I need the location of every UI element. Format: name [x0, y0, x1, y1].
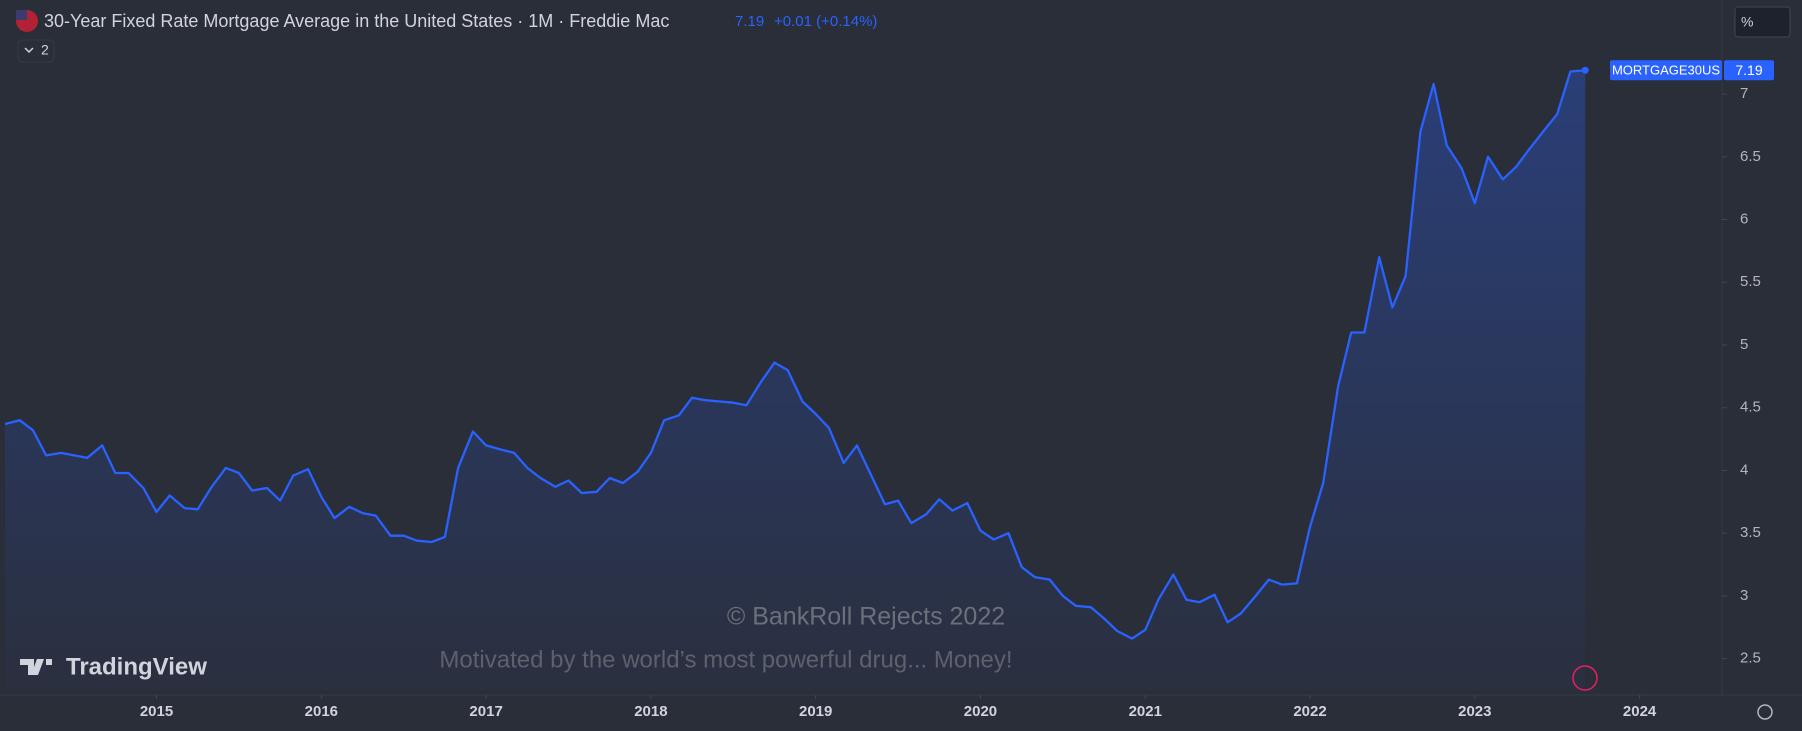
price-label-bg — [1724, 60, 1774, 81]
x-tick-label: 2024 — [1623, 703, 1657, 720]
chevron — [24, 47, 34, 54]
x-tick-label: 2019 — [799, 703, 832, 720]
symbol-title: 30-Year Fixed Rate Mortgage Average in t… — [44, 11, 669, 31]
settings-icon[interactable] — [1757, 704, 1773, 720]
watermark-copyright: © BankRoll Rejects 2022 — [727, 603, 1005, 631]
y-tick-label: 2.5 — [1740, 650, 1761, 667]
y-tick-label: 5 — [1740, 336, 1748, 353]
header-value: 7.19 — [735, 13, 764, 30]
line-series — [4, 69, 1586, 640]
y-tick-label: 3 — [1740, 587, 1748, 604]
unit-label: % — [1741, 14, 1753, 30]
indicator-count: 2 — [41, 42, 49, 58]
indicators-toggle[interactable] — [17, 39, 55, 63]
price-label: 7.19 — [1735, 62, 1762, 78]
series-label-bg — [1610, 60, 1722, 81]
watermark-tagline: Motivated by the world’s most powerful d… — [439, 646, 1012, 673]
x-tick-label: 2018 — [634, 703, 667, 720]
y-tick-label: 3.5 — [1740, 524, 1761, 541]
x-tick-label: 2015 — [140, 703, 173, 720]
x-tick-label: 2017 — [469, 703, 502, 720]
y-tick-label: 7 — [1740, 85, 1748, 102]
unit-button[interactable] — [1734, 6, 1791, 38]
y-tick-label: 4 — [1740, 461, 1748, 478]
flag-canton — [16, 10, 27, 20]
y-tick-label: 6 — [1740, 211, 1748, 228]
last-point — [1581, 66, 1589, 74]
brand: TradingView — [66, 653, 207, 680]
x-tick-label: 2021 — [1129, 703, 1162, 720]
x-tick-label: 2022 — [1293, 703, 1326, 720]
x-tick-label: 2023 — [1458, 703, 1491, 720]
tradingview-logo: TradingView — [20, 653, 207, 680]
header-change: +0.01 (+0.14%) — [774, 13, 877, 30]
alert-icon[interactable] — [1572, 665, 1598, 691]
y-tick-label: 4.5 — [1740, 399, 1761, 416]
x-tick-label: 2016 — [305, 703, 338, 720]
series-label: MORTGAGE30US — [1612, 63, 1720, 78]
y-tick-label: 5.5 — [1740, 273, 1761, 290]
plot — [4, 66, 1589, 691]
area-fill — [4, 70, 1586, 691]
y-tick-label: 6.5 — [1740, 148, 1761, 165]
x-tick-label: 2020 — [964, 703, 997, 720]
